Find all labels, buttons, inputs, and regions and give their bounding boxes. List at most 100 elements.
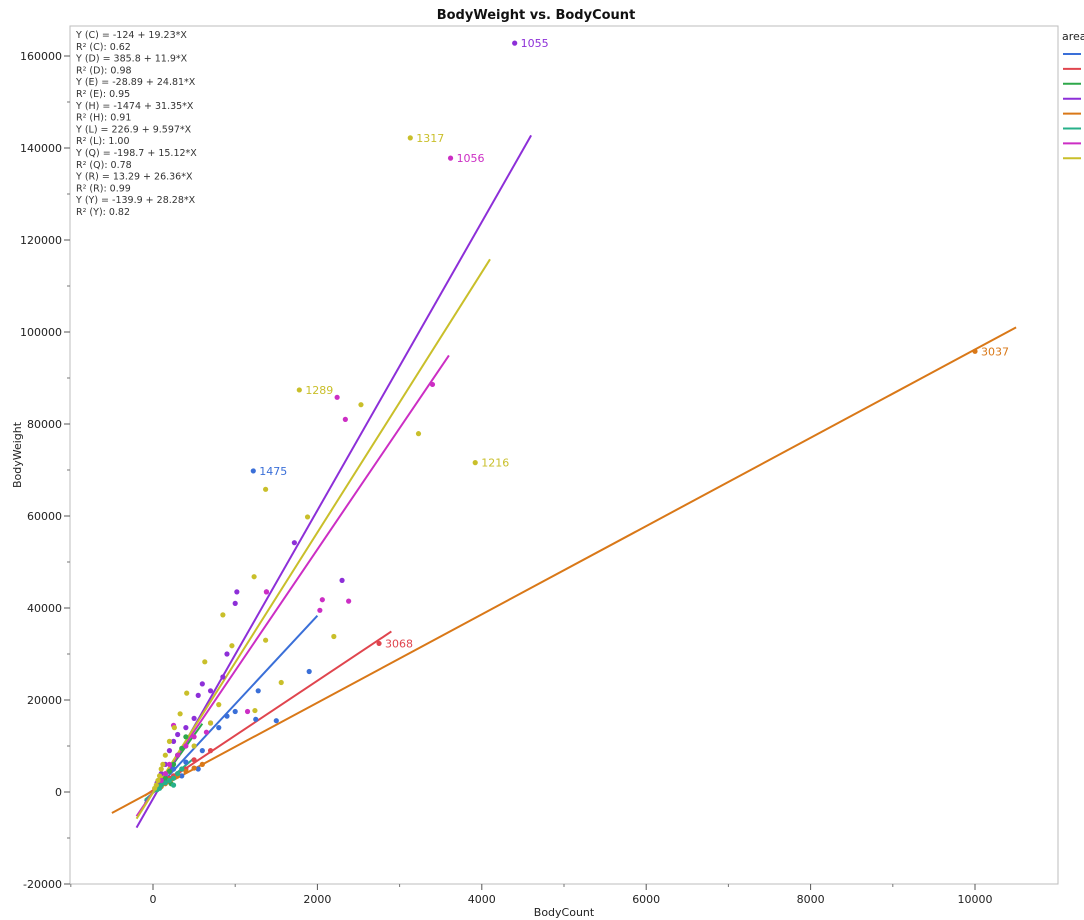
x-tick-label: 2000 (303, 893, 331, 906)
point-label: 1216 (481, 457, 509, 470)
equation-line: Y (R) = 13.29 + 26.36*X (75, 172, 193, 183)
data-point (160, 761, 166, 768)
point-label: 3068 (385, 637, 413, 650)
data-point (304, 514, 311, 520)
data-point (166, 777, 173, 784)
data-point (156, 773, 163, 779)
data-point (162, 752, 168, 758)
x-tick-label: 8000 (797, 893, 825, 906)
data-point (447, 155, 454, 161)
equation-line: R² (L): 1.00 (76, 136, 130, 147)
y-tick-label: 40000 (27, 602, 62, 615)
data-point (191, 765, 197, 771)
fit-line (135, 258, 491, 820)
data-point (199, 681, 205, 687)
data-point (250, 468, 256, 474)
fit-lines (111, 134, 1017, 829)
data-point (253, 716, 259, 722)
y-tick-label: 100000 (20, 326, 62, 339)
data-point (263, 486, 269, 492)
data-point (177, 711, 183, 717)
data-point (252, 707, 258, 714)
data-point (170, 766, 177, 772)
chart-title: BodyWeight vs. BodyCount (437, 8, 636, 23)
data-point (331, 633, 337, 640)
y-tick-label: 0 (55, 786, 62, 799)
regression-equations: Y (C) = -124 + 19.23*XR² (C): 0.62Y (D) … (75, 30, 197, 218)
data-point (232, 600, 238, 607)
data-point (191, 743, 197, 749)
data-points (152, 40, 978, 793)
data-point (376, 640, 382, 647)
point-label: 3037 (981, 345, 1009, 358)
data-point (251, 574, 257, 580)
data-point (263, 589, 270, 595)
data-point (195, 766, 201, 772)
y-axis: -20000 0 20000 40000 60000 80000 100000 120000 1… (20, 50, 70, 891)
data-point (234, 589, 240, 595)
data-point (202, 659, 208, 665)
data-point (334, 394, 340, 400)
equation-line: R² (D): 0.98 (76, 65, 132, 76)
equation-line: Y (E) = -28.89 + 24.81*X (75, 77, 196, 88)
data-point (278, 679, 284, 686)
data-point (183, 759, 189, 765)
data-point (203, 729, 210, 735)
data-point (220, 674, 226, 680)
point-label: 1055 (521, 37, 549, 50)
data-point (472, 460, 478, 466)
data-point (407, 135, 413, 141)
x-tick-label: 10000 (958, 893, 993, 906)
data-point (207, 688, 214, 694)
data-point (166, 768, 173, 774)
data-point (162, 771, 168, 777)
data-point (317, 607, 323, 613)
data-point (179, 773, 185, 779)
y-tick-label: 120000 (20, 234, 62, 247)
data-point (166, 761, 173, 768)
point-label: 1475 (259, 465, 287, 478)
equation-line: R² (E): 0.95 (76, 89, 130, 100)
data-point (306, 668, 312, 675)
x-axis-label: BodyCount (534, 906, 595, 919)
data-point (191, 757, 197, 763)
fit-line (135, 354, 450, 817)
x-tick-label: 4000 (468, 893, 496, 906)
x-axis: 0 2000 4000 6000 8000 10000 (70, 884, 993, 906)
equation-line: R² (R): 0.99 (76, 183, 131, 194)
data-point (175, 752, 181, 758)
y-tick-label: 140000 (20, 142, 62, 155)
equation-line: Y (Q) = -198.7 + 15.12*X (75, 148, 197, 159)
data-point (199, 761, 205, 768)
data-point (415, 431, 422, 437)
equation-line: Y (H) = -1474 + 31.35*X (75, 101, 194, 112)
equation-line: Y (C) = -124 + 19.23*X (75, 30, 187, 41)
equation-line: Y (L) = 226.9 + 9.597*X (75, 124, 192, 135)
data-point (342, 416, 348, 422)
data-point (512, 40, 518, 46)
data-point (346, 598, 352, 604)
x-tick-label: 6000 (632, 893, 660, 906)
data-point (263, 637, 269, 643)
data-point (166, 738, 173, 745)
data-point (183, 743, 189, 749)
y-tick-label: 60000 (27, 510, 62, 523)
y-axis-label: BodyWeight (11, 421, 24, 488)
data-point (191, 734, 197, 740)
y-tick-label: -20000 (23, 878, 62, 891)
data-point (255, 688, 261, 694)
data-point (207, 720, 214, 726)
equation-line: R² (C): 0.62 (76, 42, 131, 53)
data-point (216, 725, 222, 731)
data-point (224, 713, 230, 719)
y-tick-label: 80000 (27, 418, 62, 431)
equation-line: R² (Y): 0.82 (76, 207, 130, 218)
legend-title: area (1062, 30, 1084, 43)
data-point (152, 785, 158, 791)
data-point (319, 597, 325, 603)
fit-line (111, 326, 1017, 814)
data-point (170, 738, 177, 745)
data-point (171, 725, 177, 731)
data-point (170, 775, 177, 781)
